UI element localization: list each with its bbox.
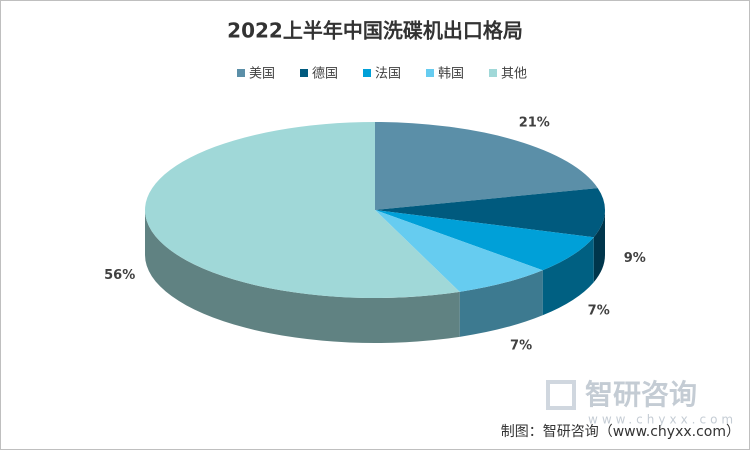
pie-side — [459, 270, 543, 337]
data-label: 7% — [510, 338, 532, 353]
data-label: 56% — [104, 268, 135, 283]
pie-side — [593, 210, 605, 283]
legend-label: 美国 — [249, 67, 275, 82]
legend-swatch — [363, 69, 371, 77]
plot: 21% 9% 7% 7% 56% — [104, 116, 646, 354]
legend-swatch — [426, 69, 434, 77]
source-note: 制图：智研咨询（www.chyxx.com） — [501, 424, 740, 440]
pie-side — [145, 210, 460, 343]
legend-swatch — [489, 69, 497, 77]
pie-slice — [375, 188, 605, 238]
watermark: 智研咨询 www.chyxx.com — [546, 378, 737, 427]
watermark-name: 智研咨询 — [585, 378, 697, 411]
pie-side — [542, 237, 594, 316]
legend-swatch — [237, 69, 245, 77]
chart-title: 2022上半年中国洗碟机出口格局 — [227, 19, 523, 43]
data-label: 9% — [624, 251, 646, 266]
pie-slice — [375, 210, 543, 292]
legend-swatch — [300, 69, 308, 77]
legend-label: 法国 — [375, 67, 401, 82]
pie-slice — [375, 122, 598, 210]
data-label: 7% — [588, 303, 610, 318]
watermark-logo — [546, 380, 576, 410]
watermark-url: www.chyxx.com — [588, 413, 737, 427]
pie-slice — [375, 210, 594, 271]
legend-label: 德国 — [312, 67, 338, 82]
legend-label: 韩国 — [438, 67, 464, 82]
pie-slice — [145, 122, 460, 298]
legend-label: 其他 — [501, 67, 527, 82]
data-label: 21% — [519, 116, 550, 131]
legend: 美国 德国 法国 韩国 其他 — [237, 67, 527, 82]
